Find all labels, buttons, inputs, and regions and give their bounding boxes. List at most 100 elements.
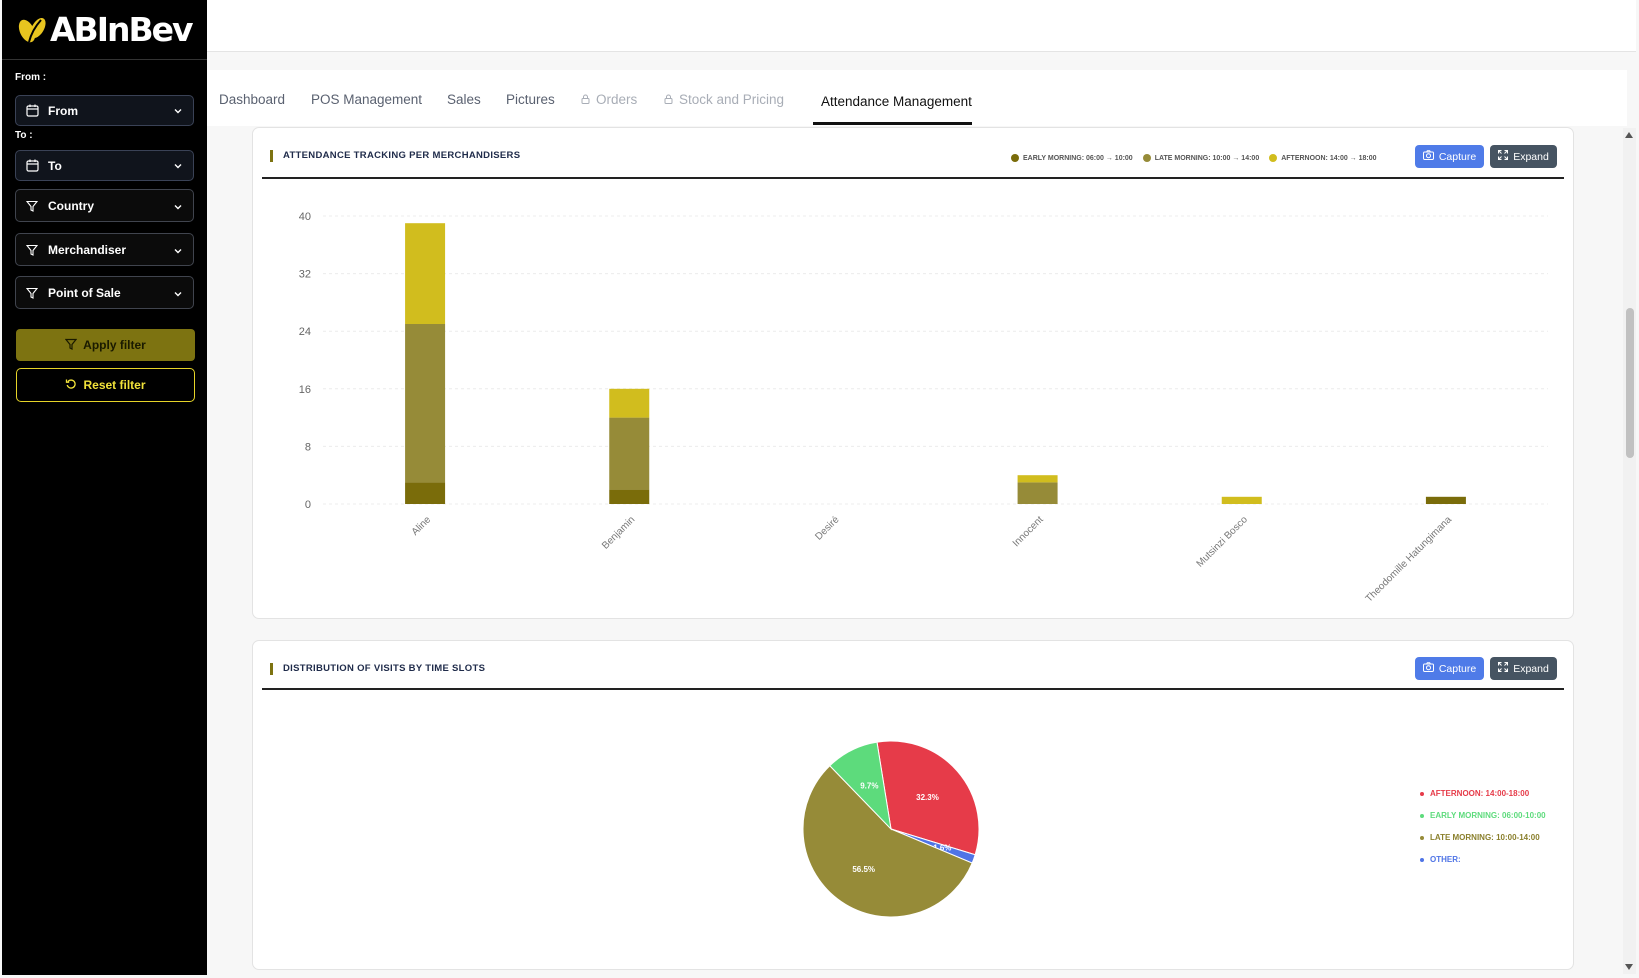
from-label: From : [15, 72, 47, 83]
to-date-select[interactable]: To [15, 150, 194, 181]
chevron-down-icon [173, 245, 183, 259]
y-tick-label: 24 [299, 326, 311, 338]
top-header [207, 0, 1636, 52]
expand-button[interactable]: Expand [1490, 657, 1557, 680]
bar-segment [609, 489, 650, 504]
scroll-up-arrow-icon[interactable] [1625, 132, 1633, 138]
bar-segment [609, 417, 650, 490]
bar-segment [1425, 496, 1466, 504]
chevron-down-icon [173, 160, 183, 174]
capture-button[interactable]: Capture [1415, 145, 1484, 168]
x-tick-label: Innocent [1011, 514, 1046, 549]
legend-swatch [1142, 154, 1151, 162]
tab-pos-management[interactable]: POS Management [311, 92, 422, 107]
slice-label: 32.3% [916, 793, 939, 802]
legend-swatch [1420, 814, 1424, 818]
panel-divider [262, 688, 1564, 690]
y-tick-label: 16 [299, 384, 311, 396]
to-label: To : [15, 130, 33, 141]
merchandiser-filter[interactable]: Merchandiser [15, 233, 194, 266]
legend-label: AFTERNOON: 14:00 → 18:00 [1281, 154, 1377, 162]
apply-filter-label: Apply filter [83, 338, 146, 352]
chevron-down-icon [173, 288, 183, 302]
filter-icon [64, 338, 78, 353]
capture-label: Capture [1438, 150, 1477, 163]
panel-divider [262, 177, 1564, 179]
tab-label: Pictures [506, 92, 555, 107]
tab-label: Dashboard [219, 92, 286, 107]
tab-pictures[interactable]: Pictures [506, 92, 555, 107]
bar-segment [1017, 475, 1058, 483]
point-of-sale-filter[interactable]: Point of Sale [15, 276, 194, 309]
scroll-down-arrow-icon[interactable] [1625, 964, 1633, 970]
calendar-icon [26, 104, 40, 117]
tab-orders[interactable]: Orders [581, 92, 637, 107]
logo-text: ABInBev [50, 10, 194, 49]
legend-item[interactable]: EARLY MORNING: 06:00 → 10:00 [1011, 154, 1133, 162]
tab-bar: Dashboard POS Management Sales Pictures … [207, 70, 1627, 126]
slice-label: 9.7% [860, 782, 878, 791]
bar-segment [609, 388, 650, 418]
bar-segment [405, 482, 446, 504]
chevron-down-icon [173, 201, 183, 215]
legend-label: EARLY MORNING: 06:00 → 10:00 [1023, 154, 1133, 162]
tab-label: Sales [447, 92, 481, 107]
to-date-value: To [48, 158, 62, 173]
country-filter[interactable]: Country [15, 189, 194, 222]
lock-icon [581, 92, 590, 107]
expand-icon [1498, 149, 1509, 163]
attendance-bar-chart: 0 8 16 24 32 40 Aline Benjamin Desiré Innocent Mut… [299, 211, 1548, 605]
pie-slice [876, 740, 980, 856]
tab-label: Stock and Pricing [679, 92, 785, 107]
bar-segment [405, 324, 446, 483]
reset-icon [65, 378, 77, 393]
x-tick-label: Desiré [813, 514, 842, 543]
filter-icon [26, 200, 40, 212]
pie-slice [802, 765, 973, 918]
country-filter-label: Country [48, 198, 94, 213]
legend-item[interactable]: AFTERNOON: 14:00 → 18:00 [1269, 154, 1377, 162]
bar-segment [1221, 496, 1262, 504]
tab-label: Attendance Management [821, 94, 972, 109]
tab-sales[interactable]: Sales [447, 92, 481, 107]
reset-filter-label: Reset filter [83, 378, 146, 392]
slice-label: 56.5% [852, 865, 875, 874]
legend-item[interactable]: EARLY MORNING: 06:00-10:00 [1420, 810, 1565, 821]
legend-label: OTHER: [1430, 855, 1461, 864]
lock-icon [664, 92, 673, 107]
filter-icon [26, 287, 40, 299]
apply-filter-button[interactable]: Apply filter [16, 329, 195, 361]
page-scrollbar[interactable] [1623, 128, 1636, 974]
brand-logo[interactable]: ABInBev [2, 0, 207, 60]
legend-label: LATE MORNING: 10:00-14:00 [1430, 833, 1540, 842]
legend-label: LATE MORNING: 10:00 → 14:00 [1154, 154, 1260, 162]
capture-label: Capture [1438, 662, 1477, 675]
bar-segment [1017, 482, 1058, 504]
expand-button[interactable]: Expand [1490, 145, 1557, 168]
scroll-thumb[interactable] [1626, 308, 1634, 458]
legend-label: EARLY MORNING: 06:00-10:00 [1430, 811, 1546, 820]
reset-filter-button[interactable]: Reset filter [16, 368, 195, 402]
tab-stock-and-pricing[interactable]: Stock and Pricing [664, 92, 784, 107]
legend-item[interactable]: LATE MORNING: 10:00 → 14:00 [1142, 154, 1260, 162]
tab-attendance-management[interactable]: Attendance Management [821, 94, 972, 109]
legend-item[interactable]: LATE MORNING: 10:00-14:00 [1420, 832, 1565, 843]
from-date-select[interactable]: From [15, 95, 194, 126]
panel-title: DISTRIBUTION OF VISITS BY TIME SLOTS [270, 663, 485, 675]
legend-item[interactable]: AFTERNOON: 14:00-18:00 [1420, 788, 1565, 799]
tab-label: Orders [596, 92, 638, 107]
y-tick-label: 32 [299, 269, 311, 281]
tab-dashboard[interactable]: Dashboard [219, 92, 285, 107]
distribution-pie-chart: 32.3% 1.6% 56.5% 9.7% [802, 740, 980, 918]
legend-swatch [1420, 858, 1424, 862]
capture-button[interactable]: Capture [1415, 657, 1484, 680]
y-tick-label: 8 [305, 441, 311, 453]
pie-slice [829, 741, 892, 831]
x-tick-label: Benjamin [600, 514, 637, 551]
camera-icon [1422, 150, 1434, 163]
tab-label: POS Management [311, 92, 423, 107]
filter-icon [26, 244, 40, 256]
legend-item[interactable]: OTHER: [1420, 854, 1565, 865]
sidebar: ABInBev From : From To : To Country Merc… [2, 0, 207, 975]
